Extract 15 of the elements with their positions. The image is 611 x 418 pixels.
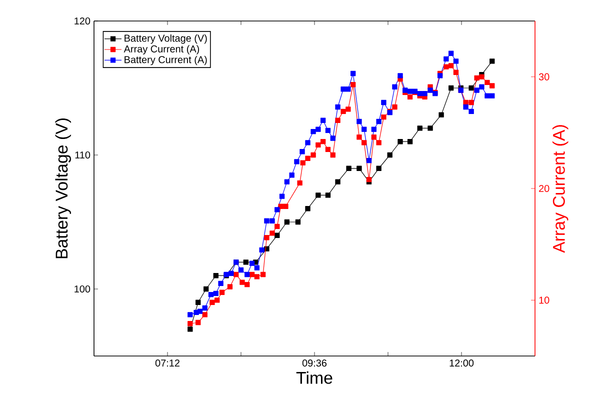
x-tick-label: 07:12 (155, 360, 180, 367)
y2-tick-label: 20 (539, 184, 550, 192)
y2-tick-label: 10 (539, 296, 550, 304)
y-axis-title: Battery Voltage (V) (55, 118, 72, 258)
x-tick-label: 09:36 (302, 360, 327, 367)
y-tick-label: 120 (74, 17, 90, 25)
legend-label: Battery Voltage (V) (124, 34, 207, 44)
x-tick-label: 12:00 (450, 360, 474, 367)
y-tick-label: 100 (74, 285, 90, 293)
legend-label: Battery Current (A) (124, 56, 207, 66)
y-tick-label: 110 (75, 151, 90, 159)
y2-tick-label: 30 (538, 73, 550, 80)
x-axis-title: Time (296, 371, 332, 384)
legend-label: Array Current (A) (124, 45, 200, 54)
y2-axis-title: Array Current (A) (552, 125, 568, 253)
